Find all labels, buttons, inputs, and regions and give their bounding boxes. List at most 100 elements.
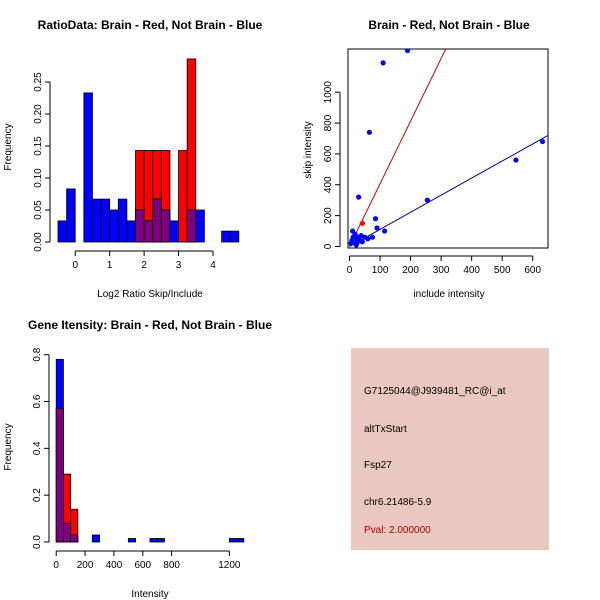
not-brain-bar [91, 534, 100, 543]
x-tick-label: 400 [463, 265, 480, 276]
y-tick-label: 600 [323, 145, 334, 162]
not-brain-bar [221, 230, 231, 243]
not-brain-bar [117, 198, 128, 243]
scatter-plot-frame [347, 48, 549, 249]
scatter-inner [348, 49, 548, 248]
not-brain-bar [83, 92, 93, 243]
overlap-bar [70, 534, 79, 543]
not-brain-bar [229, 230, 240, 243]
x-tick-label: 2 [141, 260, 147, 271]
y-tick-label: 200 [323, 207, 334, 224]
overlap-bar [55, 408, 64, 543]
not-brain-bar [195, 209, 205, 243]
y-tick-label: 0.10 [33, 168, 44, 188]
location-text: chr6.21486-5.9 [364, 497, 432, 508]
ratio-chart-title: RatioData: Brain - Red, Not Brain - Blue [38, 18, 263, 32]
y-tick-label: 0.6 [32, 394, 43, 408]
not-brain-point [513, 157, 519, 163]
x-tick-label: 200 [402, 265, 419, 276]
x-tick-label: 4 [210, 260, 216, 271]
not-brain-point [424, 197, 430, 203]
not-brain-point [374, 225, 380, 231]
not-brain-bar [126, 220, 136, 243]
y-tick-label: 0 [323, 243, 334, 249]
event-type-text: altTxStart [364, 424, 407, 435]
intensity-y-axis-label: Frequency [3, 423, 14, 470]
gene-info-panel: G7125044@J939481_RC@i_at altTxStart Fsp2… [351, 348, 549, 550]
ratio-histogram-panel: RatioData: Brain - Red, Not Brain - Blue… [3, 18, 263, 300]
x-tick-label: 0 [347, 265, 353, 276]
overlap-bar [63, 522, 72, 543]
not-brain-point [356, 194, 362, 200]
x-tick-label: 100 [372, 265, 389, 276]
scatter-chart-title: Brain - Red, Not Brain - Blue [368, 18, 530, 32]
not-brain-point [369, 234, 376, 240]
not-brain-bar [228, 538, 237, 543]
not-brain-bar [169, 220, 179, 243]
not-brain-bar [149, 538, 158, 543]
x-tick-label: 1200 [218, 560, 241, 571]
x-tick-label: 600 [524, 265, 541, 276]
y-tick-label: 1000 [323, 81, 334, 104]
x-tick-label: 600 [134, 560, 151, 571]
not-brain-point [365, 236, 371, 242]
not-brain-bar [236, 538, 245, 543]
ratio-y-axis-label: Frequency [3, 123, 14, 170]
not-brain-point [366, 129, 372, 135]
overlap-bar [160, 209, 171, 243]
overlap-bar [143, 220, 154, 243]
pval-text: Pval: 2.000000 [364, 525, 431, 536]
y-tick-label: 0.4 [32, 441, 43, 455]
not-brain-point [382, 228, 388, 234]
not-brain-point [539, 138, 546, 145]
not-brain-bar [156, 538, 165, 543]
x-tick-label: 0 [53, 560, 59, 571]
y-tick-label: 0.05 [33, 200, 44, 220]
ratio-plot-area: 0 1 2 3 4 0.00 0.05 0.10 0.15 0.20 0.25 [33, 58, 240, 271]
scatter-x-axis-label: include intensity [413, 289, 484, 300]
y-tick-label: 400 [323, 176, 334, 193]
y-tick-label: 0.8 [32, 347, 43, 361]
x-tick-label: 800 [163, 560, 180, 571]
not-brain-point [404, 49, 411, 54]
not-brain-bar [57, 220, 68, 243]
x-tick-label: 200 [77, 560, 94, 571]
brain-point [359, 220, 365, 226]
y-tick-label: 0.15 [33, 136, 44, 156]
overlap-bar [135, 209, 145, 243]
y-tick-label: 0.25 [33, 72, 44, 92]
y-tick-label: 800 [323, 114, 334, 131]
x-tick-label: 400 [106, 560, 123, 571]
intensity-x-axis-label: Intensity [131, 589, 168, 600]
intensity-histogram-panel: Gene Itensity: Brain - Red, Not Brain - … [3, 318, 272, 600]
x-tick-label: 300 [433, 265, 450, 276]
y-tick-label: 0.20 [33, 104, 44, 124]
gene-name-text: Fsp27 [364, 460, 392, 471]
not-brain-point [359, 239, 365, 245]
not-brain-bar [100, 198, 111, 243]
overlap-bar [152, 198, 162, 243]
x-tick-label: 1 [107, 260, 113, 271]
not-brain-bar [127, 538, 136, 543]
brain-bar [178, 150, 188, 243]
probe-id-text: G7125044@J939481_RC@i_at [364, 386, 506, 397]
intensity-chart-title: Gene Itensity: Brain - Red, Not Brain - … [28, 318, 272, 332]
x-tick-label: 500 [494, 265, 511, 276]
not-brain-bar [66, 188, 76, 243]
ratio-x-axis-label: Log2 Ratio Skip/Include [97, 289, 203, 300]
fit-line [349, 134, 548, 247]
scatter-y-axis-label: skip intensity [303, 121, 314, 178]
scatter-panel: Brain - Red, Not Brain - Blue include in… [303, 18, 549, 300]
fit-line [349, 49, 447, 247]
not-brain-bar [92, 198, 102, 243]
intensity-plot-area: 0 200 400 600 800 1200 0.0 0.2 0.4 0.6 0.8 [32, 347, 245, 571]
overlap-bar [186, 209, 197, 243]
y-tick-label: 0.0 [32, 535, 43, 549]
x-tick-label: 3 [176, 260, 182, 271]
y-tick-label: 0.00 [33, 232, 44, 252]
y-tick-label: 0.2 [32, 488, 43, 502]
not-brain-bar [109, 209, 119, 243]
x-tick-label: 0 [72, 260, 78, 271]
scatter-plot-area: 0 100 200 300 400 500 600 0 200 400 600 800 1000 [323, 49, 548, 276]
